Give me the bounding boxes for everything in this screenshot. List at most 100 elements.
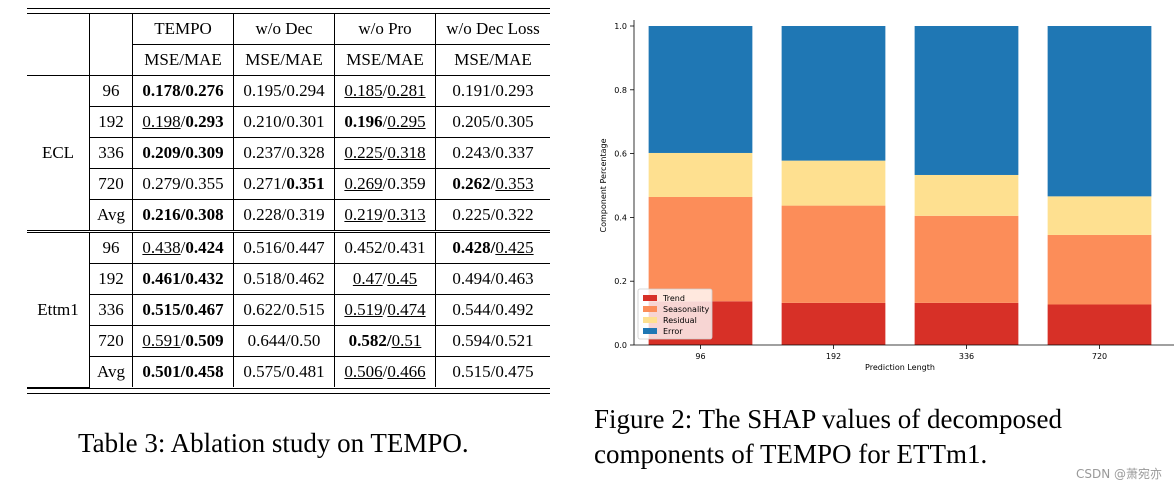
- metric-value: 0.591: [142, 331, 181, 350]
- metric-value: 0.293: [185, 112, 224, 131]
- metric-cell: 0.196/0.295: [334, 106, 436, 138]
- metric-cell: 0.225/0.318: [334, 137, 436, 169]
- x-tick-label: 96: [695, 352, 705, 361]
- metric-value: /: [180, 112, 186, 131]
- metric-cell: 0.594/0.521: [435, 325, 550, 357]
- y-tick-label: 0.2: [614, 277, 627, 286]
- metric-cell: 0.452/0.431: [334, 230, 436, 264]
- header-metric: MSE/MAE: [334, 44, 436, 76]
- legend-swatch: [643, 328, 657, 334]
- bar-segment-trend: [1047, 304, 1152, 345]
- metric-cell: 0.494/0.463: [435, 263, 550, 295]
- legend-label: Seasonality: [663, 305, 710, 314]
- x-tick-label: 192: [826, 352, 841, 361]
- legend-swatch: [643, 317, 657, 323]
- metric-value: 0.644/0.50: [247, 331, 321, 350]
- metric-value: /: [382, 81, 388, 100]
- metric-cell: 0.516/0.447: [233, 230, 335, 264]
- table-row: 720 0.279/0.355 0.271/0.351 0.269/0.359 0.26…: [27, 168, 550, 200]
- bar-segment-seasonality: [914, 215, 1019, 303]
- metric-value: 0.45: [387, 269, 418, 288]
- metric-value: /: [382, 143, 388, 162]
- metric-value: 0.515/0.475: [452, 362, 534, 381]
- metric-value: 0.225/0.322: [452, 205, 534, 224]
- metric-cell: 0.243/0.337: [435, 137, 550, 169]
- metric-value: 0.271/: [243, 174, 287, 193]
- metric-value: 0.466: [387, 362, 426, 381]
- bar-segment-seasonality: [1047, 234, 1152, 305]
- metric-value: 0.516/0.447: [243, 238, 325, 257]
- header-method: w/o Dec Loss: [435, 14, 550, 45]
- metric-value: 0.281: [387, 81, 426, 100]
- metric-value: 0.185: [344, 81, 383, 100]
- metric-value: 0.243/0.337: [452, 143, 534, 162]
- metric-cell: 0.271/0.351: [233, 168, 335, 200]
- metric-value: /: [382, 300, 388, 319]
- metric-value: /: [180, 238, 186, 257]
- metric-value: 0.295: [387, 112, 426, 131]
- legend-label: Trend: [662, 294, 685, 303]
- bar-segment-seasonality: [781, 205, 886, 303]
- bar-segment-residual: [781, 160, 886, 206]
- dataset-label: ECL: [27, 75, 90, 232]
- metric-cell: 0.575/0.481: [233, 356, 335, 387]
- bar-segment-error: [1047, 26, 1152, 197]
- metric-cell: 0.228/0.319: [233, 199, 335, 232]
- length-cell: 192: [89, 263, 133, 295]
- header-metric: MSE/MAE: [233, 44, 335, 76]
- metric-value: /: [382, 112, 388, 131]
- metric-cell: 0.582/0.51: [334, 325, 436, 357]
- metric-value: 0.622/0.515: [243, 300, 325, 319]
- metric-value: /0.359: [382, 174, 426, 193]
- x-tick-label: 720: [1092, 352, 1107, 361]
- metric-cell: 0.191/0.293: [435, 75, 550, 107]
- metric-value: 0.219: [344, 205, 383, 224]
- length-cell: 336: [89, 137, 133, 169]
- bar-segment-trend: [914, 302, 1019, 345]
- header-metric: MSE/MAE: [132, 44, 234, 76]
- metric-cell: 0.269/0.359: [334, 168, 436, 200]
- metric-value: 0.501/0.458: [142, 362, 224, 381]
- metric-cell: 0.209/0.309: [132, 137, 234, 169]
- y-tick-label: 1.0: [614, 22, 627, 31]
- metric-value: 0.225: [344, 143, 383, 162]
- metric-value: 0.544/0.492: [452, 300, 534, 319]
- metric-value: 0.318: [387, 143, 426, 162]
- table-row: 336 0.209/0.309 0.237/0.328 0.225/0.318 0.24…: [27, 137, 550, 169]
- legend-swatch: [643, 295, 657, 301]
- table-row: Avg 0.216/0.308 0.228/0.319 0.219/0.313 0.22…: [27, 199, 550, 232]
- metric-value: 0.509: [185, 331, 224, 350]
- metric-value: 0.237/0.328: [243, 143, 325, 162]
- metric-value: 0.452/0.431: [344, 238, 426, 257]
- length-cell: 720: [89, 168, 133, 200]
- metric-cell: 0.501/0.458: [132, 356, 234, 387]
- metric-value: 0.209/0.309: [142, 143, 224, 162]
- legend-box: [637, 288, 713, 340]
- length-cell: 192: [89, 106, 133, 138]
- metric-cell: 0.591/0.509: [132, 325, 234, 357]
- metric-cell: 0.198/0.293: [132, 106, 234, 138]
- metric-cell: 0.219/0.313: [334, 199, 436, 232]
- metric-cell: 0.518/0.462: [233, 263, 335, 295]
- table-row: 192 0.461/0.432 0.518/0.462 0.47/0.45 0.494/…: [27, 263, 550, 295]
- bar-segment-error: [914, 26, 1019, 175]
- bar-segment-residual: [648, 152, 753, 197]
- metric-cell: 0.428/0.425: [435, 230, 550, 264]
- metric-value: /: [382, 269, 388, 288]
- metric-value: 0.428/: [452, 238, 496, 257]
- metric-cell: 0.262/0.353: [435, 168, 550, 200]
- metric-value: 0.594/0.521: [452, 331, 534, 350]
- watermark: CSDN @萧宛亦: [1075, 467, 1162, 481]
- table-row: Avg 0.501/0.458 0.575/0.481 0.506/0.466 0.51…: [27, 356, 550, 387]
- metric-value: 0.196: [344, 112, 383, 131]
- legend-swatch: [643, 306, 657, 312]
- metric-value: 0.279/0.355: [142, 174, 224, 193]
- metric-value: 0.269: [344, 174, 383, 193]
- metric-value: /: [382, 205, 388, 224]
- metric-value: 0.228/0.319: [243, 205, 325, 224]
- metric-value: 0.582/: [348, 331, 392, 350]
- table-caption: Table 3: Ablation study on TEMPO.: [78, 428, 469, 458]
- ablation-table-wrap: TEMPO w/o Dec w/o Pro w/o Dec Loss MSE/MAE MS…: [27, 8, 550, 394]
- table-top-rule: [27, 8, 550, 14]
- header-method: w/o Dec: [233, 14, 335, 45]
